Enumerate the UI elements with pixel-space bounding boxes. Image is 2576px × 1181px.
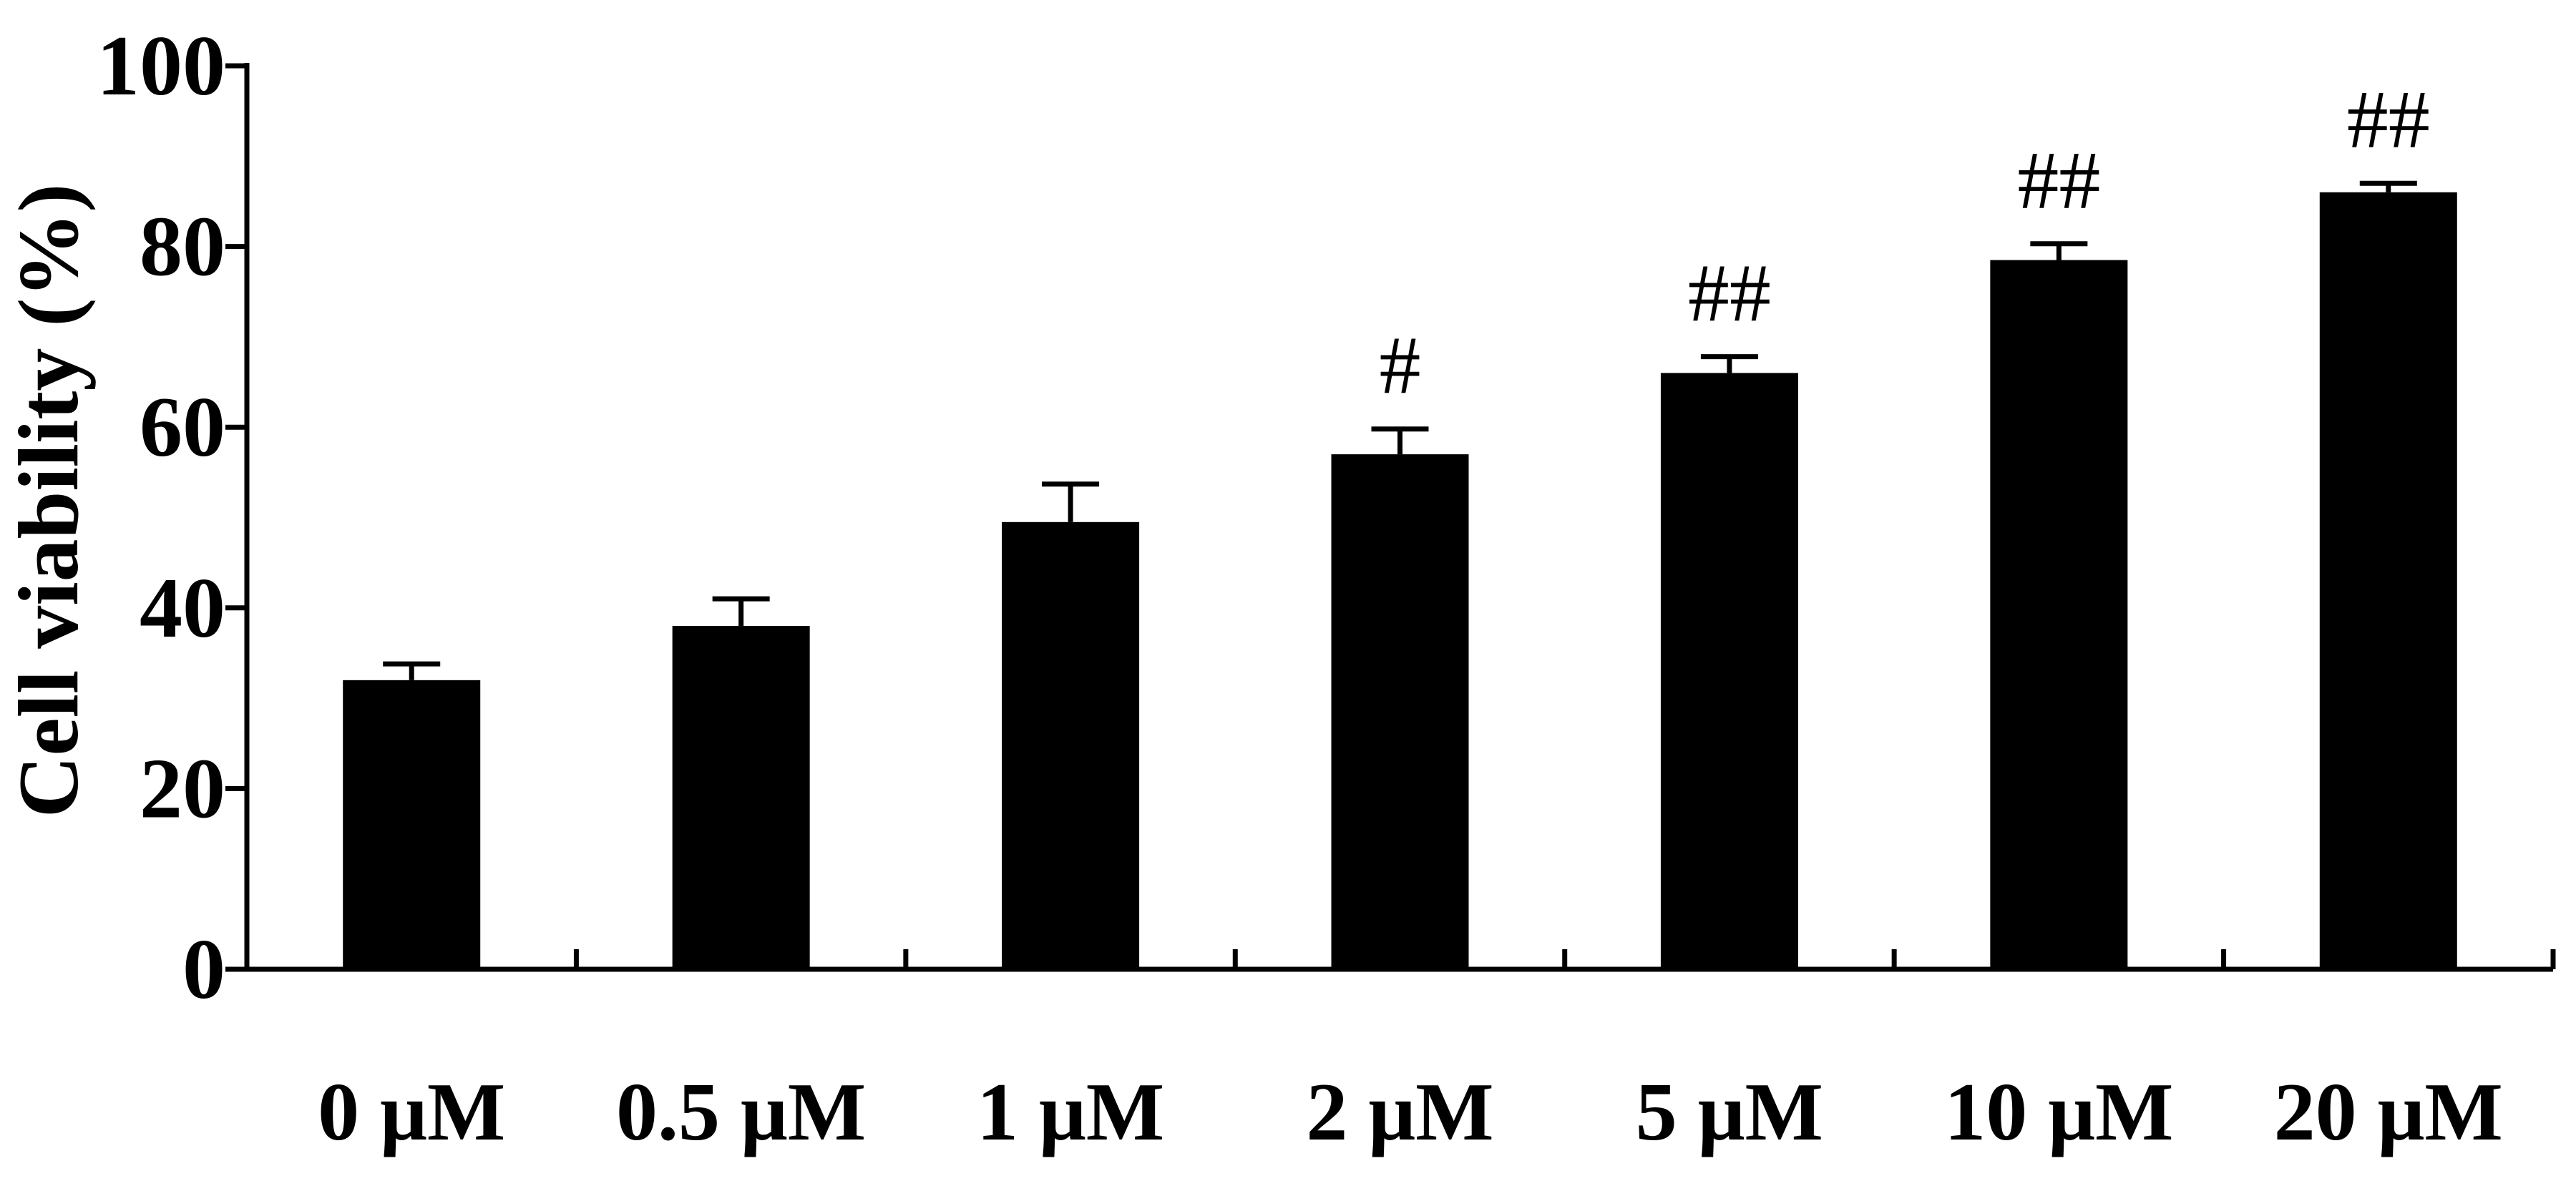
x-tick-label: 1 μM — [977, 1067, 1164, 1158]
significance-mark: ## — [2017, 135, 2100, 227]
x-tick-label: 0 μM — [318, 1067, 505, 1158]
x-tick-label: 20 μM — [2274, 1067, 2503, 1158]
error-bars-layer — [383, 180, 2417, 680]
significance-mark: ## — [2347, 74, 2430, 166]
bars-layer — [343, 192, 2457, 969]
bar — [2319, 192, 2457, 969]
y-tick-label: 60 — [140, 379, 225, 474]
bar — [1660, 373, 1798, 969]
y-tick-label: 0 — [182, 921, 225, 1016]
x-tick-label: 10 μM — [1944, 1067, 2173, 1158]
axes-layer — [225, 63, 2556, 972]
bar — [343, 680, 481, 969]
bar — [1331, 454, 1469, 969]
x-tick-label: 5 μM — [1636, 1067, 1823, 1158]
y-tick-label: 100 — [97, 18, 225, 113]
labels-layer: 0 μM 0.5 μM 1 μM #2 μM ## 5 μM ## 10 μM ## 20 μM 0… — [97, 18, 2503, 1158]
y-tick-label: 80 — [140, 199, 225, 294]
bar — [1990, 260, 2128, 969]
y-tick-label: 20 — [140, 740, 225, 835]
bar — [672, 626, 810, 969]
bar — [1002, 521, 1140, 969]
x-tick-label: 2 μM — [1306, 1067, 1493, 1158]
y-tick-label: 40 — [140, 560, 225, 655]
y-axis-label: Cell viability (%) — [1, 184, 96, 818]
significance-mark: ## — [1688, 248, 1771, 340]
significance-mark: # — [1380, 320, 1421, 412]
x-tick-label: 0.5 μM — [616, 1067, 866, 1158]
